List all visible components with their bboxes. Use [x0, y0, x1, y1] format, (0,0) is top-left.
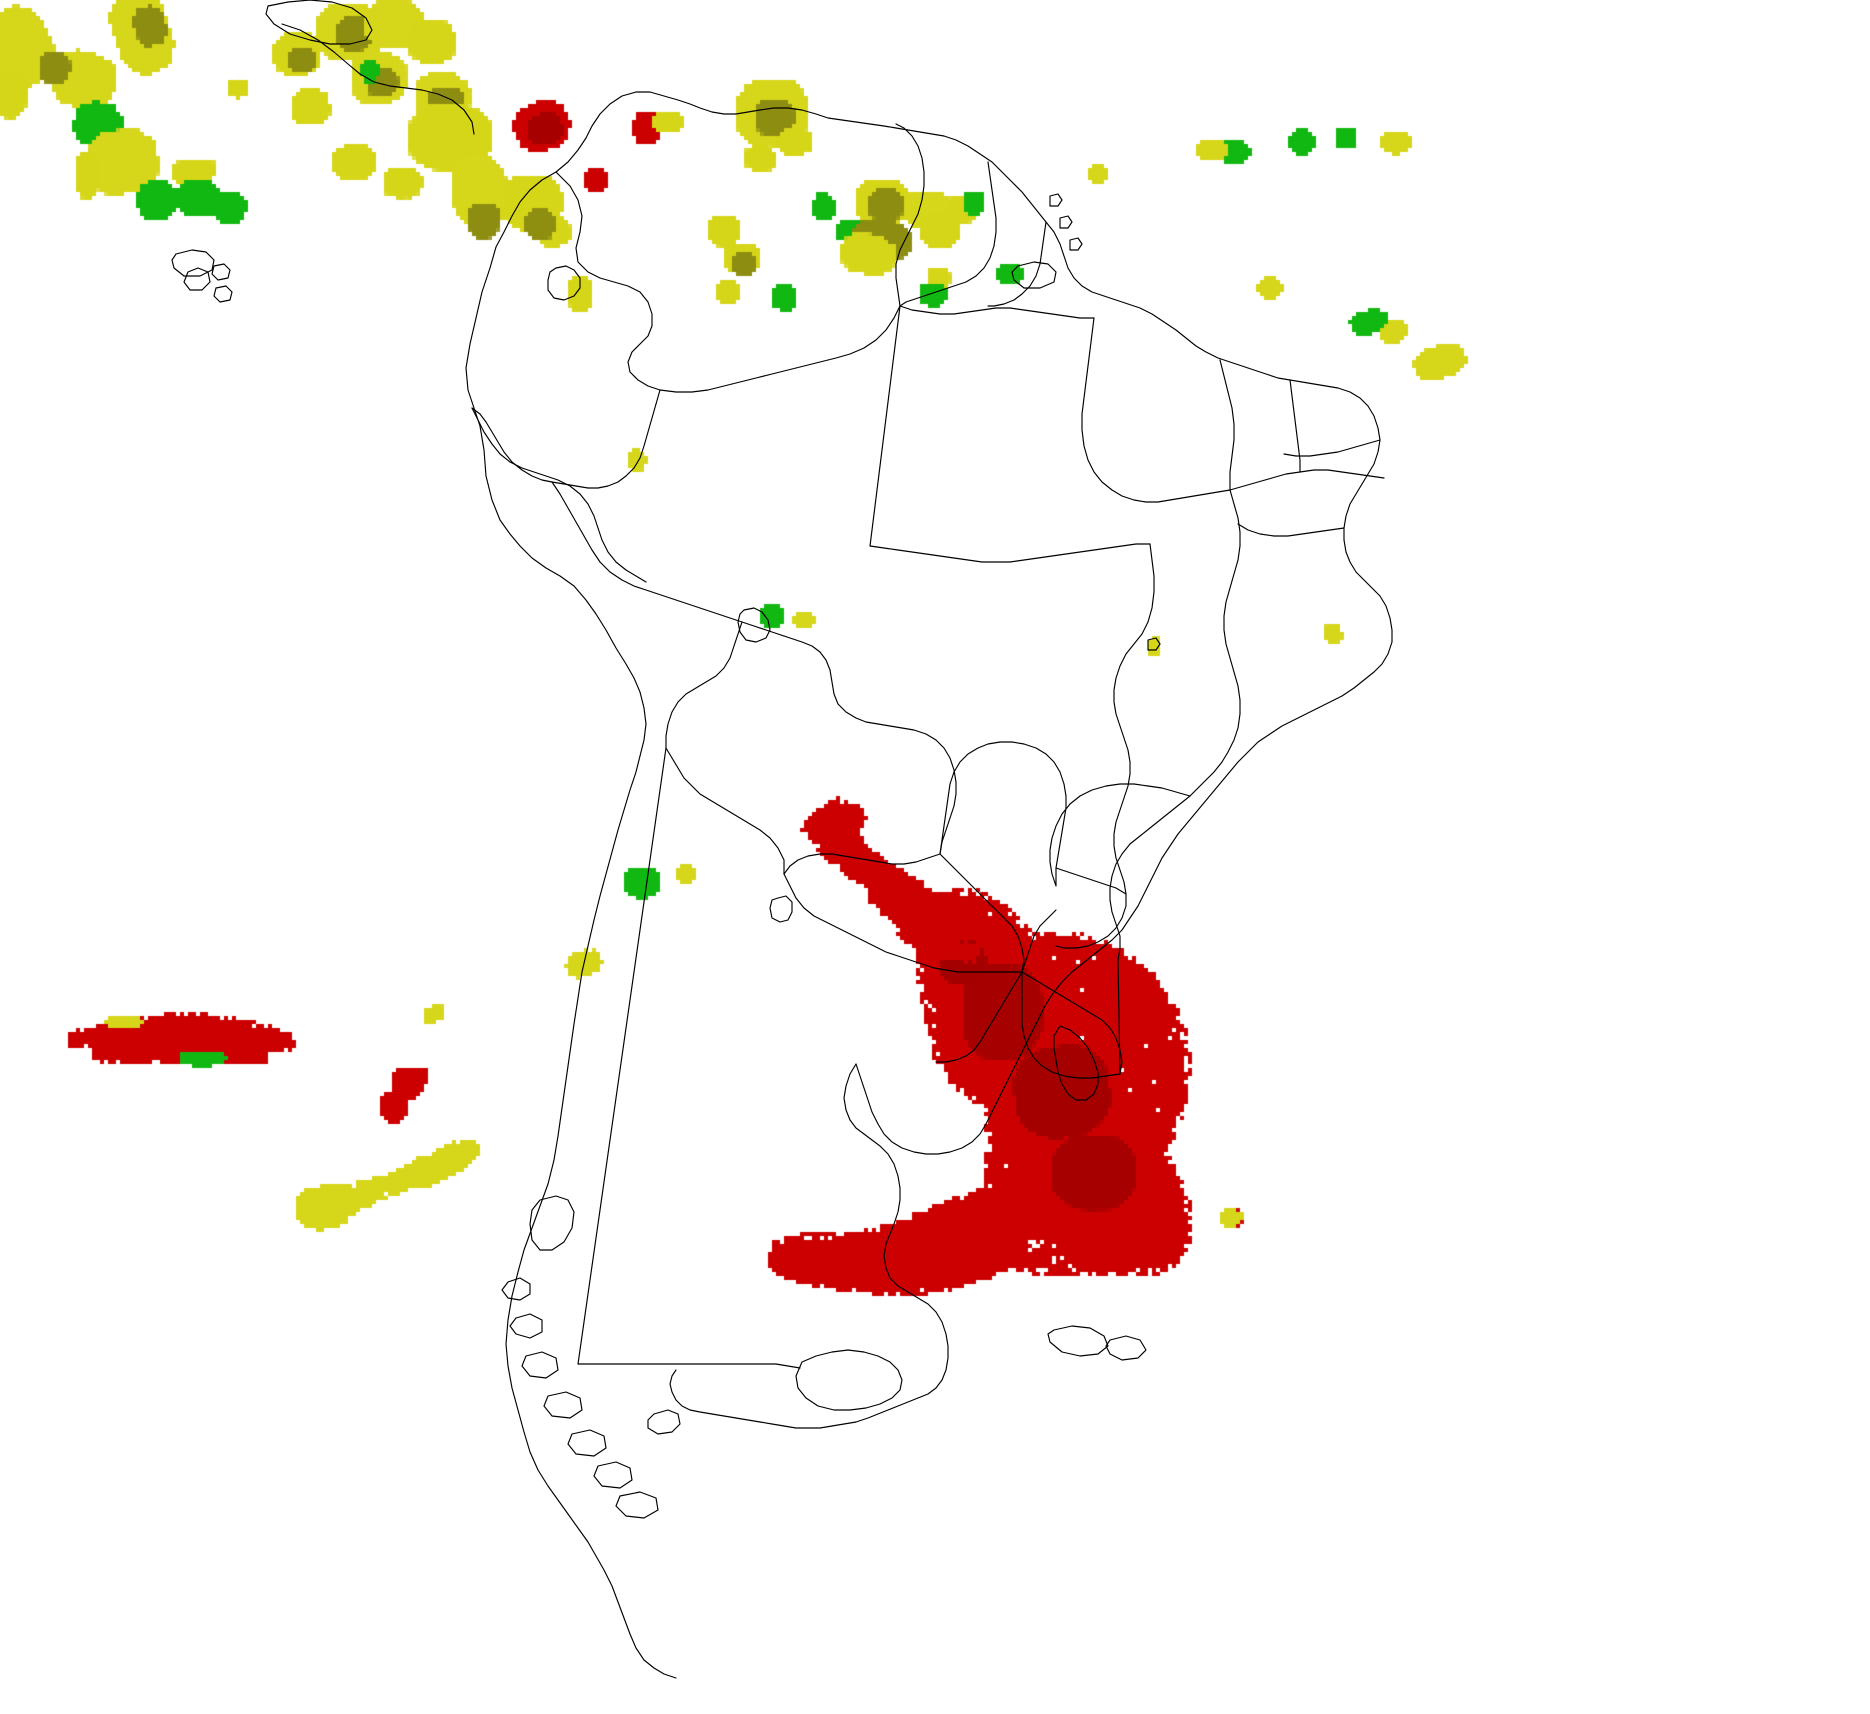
overlay-annotations	[0, 0, 1870, 1714]
map-root	[0, 0, 1870, 1714]
